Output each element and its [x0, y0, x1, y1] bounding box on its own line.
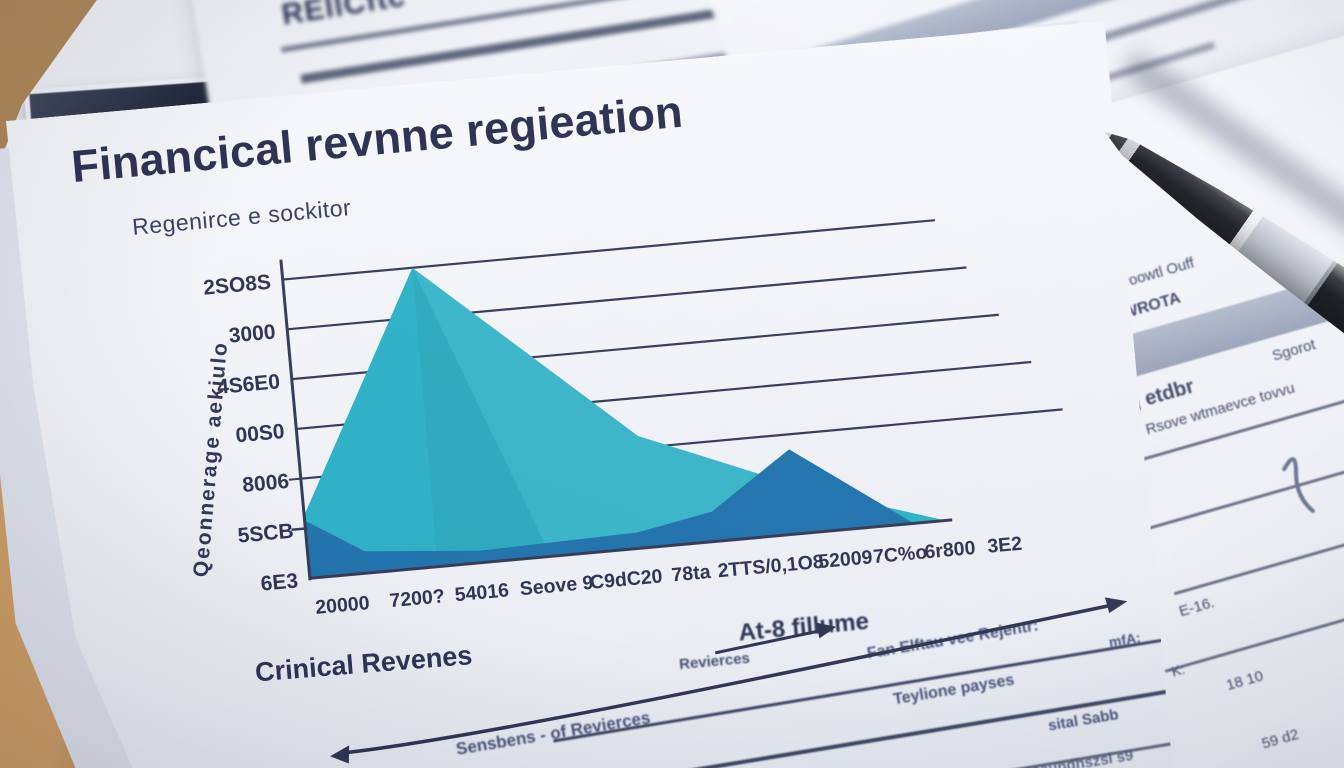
- svg-text:5SCB: 5SCB: [237, 520, 295, 548]
- form-number: 59 d2: [1259, 725, 1301, 753]
- svg-text:00S0: 00S0: [235, 420, 286, 447]
- row-label: Revierces: [678, 649, 751, 674]
- svg-text:7C%o: 7C%o: [872, 541, 928, 568]
- handwriting-squiggle: [1282, 457, 1315, 513]
- svg-text:6r800: 6r800: [924, 537, 977, 564]
- svg-text:78ta: 78ta: [671, 561, 712, 586]
- main-document: Financical revnne regieation Regenirce e…: [0, 21, 1181, 768]
- form-text: Sgorot: [1270, 336, 1318, 365]
- svg-text:3000: 3000: [228, 320, 277, 347]
- svg-text:4S6E0: 4S6E0: [216, 370, 281, 399]
- table-cell-text: mfA:: [1107, 629, 1142, 651]
- svg-text:3E2: 3E2: [986, 533, 1023, 558]
- svg-text:6E3: 6E3: [260, 569, 299, 595]
- document-footer: At-8 fillume Revierces Fan Elftau vee Re…: [0, 21, 1181, 768]
- svg-text:8006: 8006: [241, 470, 290, 497]
- table-cell-text: Teylione payses: [892, 671, 1016, 709]
- table-cell-text: rsytseundhszsl s9: [1003, 746, 1135, 768]
- form-number: 18 10: [1224, 667, 1266, 695]
- background-form-heading: REllCftc: [279, 0, 408, 32]
- form-number: E-16.: [1177, 594, 1217, 621]
- annotation-label: At-8 fillume: [737, 607, 870, 647]
- table-cell-text: Fan Elftau vee Rejentr:: [865, 617, 1040, 663]
- side-form-sheet: Aticrr HTA gy sroowtl Ouff WROTA g etdbr…: [904, 0, 1344, 768]
- svg-text:54016: 54016: [454, 579, 510, 606]
- svg-text:52009: 52009: [817, 546, 873, 573]
- table-cell-text: Sensbens - of Revierces: [454, 707, 652, 759]
